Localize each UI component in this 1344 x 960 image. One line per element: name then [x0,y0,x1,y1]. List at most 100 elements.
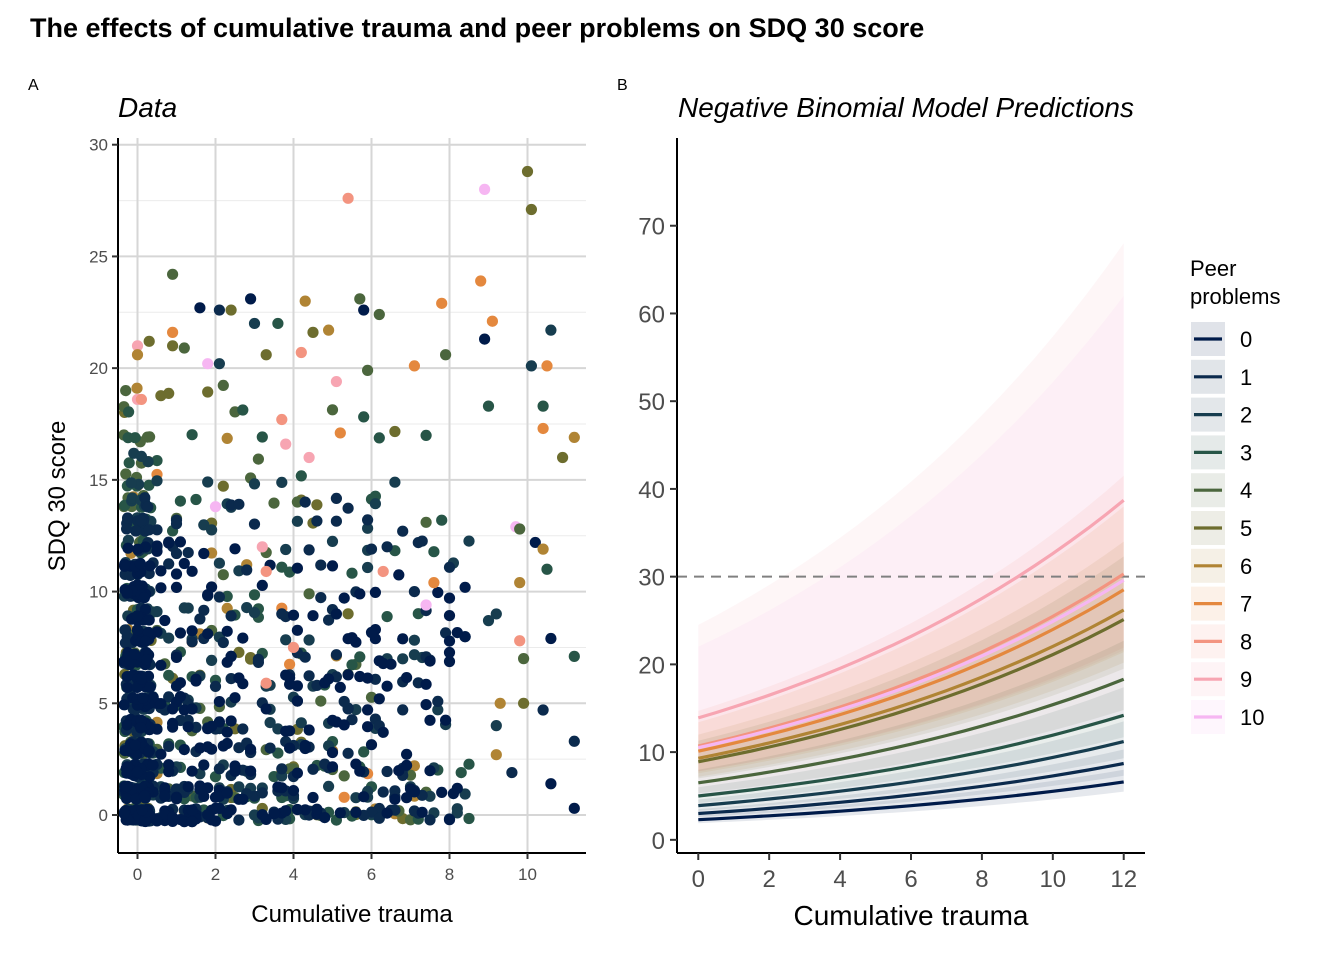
scatter-point [514,523,526,535]
panel-b-x-tick-label: 6 [904,866,917,893]
scatter-point [284,658,296,670]
scatter-point [119,624,132,636]
scatter-point [381,765,393,778]
scatter-point [174,536,186,548]
scatter-point [159,790,171,803]
ribbon-2 [698,721,1124,811]
scatter-point [186,804,198,816]
scatter-point [463,758,475,770]
panel-b-xlabel: Cumulative trauma [794,900,1029,931]
scatter-point [170,547,183,560]
scatter-point [122,512,134,524]
legend-label-8: 8 [1240,629,1252,654]
scatter-point [362,364,374,376]
scatter-point [233,498,245,510]
scatter-point [525,360,538,372]
scatter-point [260,349,272,361]
scatter-point [342,669,354,681]
scatter-point [537,422,549,435]
scatter-point [121,523,133,535]
scatter-point [401,759,413,771]
scatter-point [123,457,135,469]
scatter-point [118,807,130,820]
scatter-point [129,432,141,444]
scatter-point [198,547,210,560]
scatter-point [490,608,502,620]
scatter-point [475,275,487,287]
scatter-point [432,704,444,716]
scatter-point [280,438,292,450]
scatter-point [276,561,288,573]
scatter-point [424,765,436,777]
legend: Peer problems 0 1 2 3 4 5 6 7 8 9 10 [1190,256,1280,734]
scatter-point [323,673,335,685]
scatter-point [121,793,133,805]
panel-b-x-tick-label: 2 [763,866,776,893]
panel-b-x-tick-label: 4 [833,866,846,893]
scatter-point [291,803,303,816]
scatter-point [142,626,154,638]
scatter-point [326,761,339,773]
scatter-point [436,786,448,799]
scatter-point [537,400,549,412]
scatter-point [568,735,580,747]
scatter-point [129,739,141,751]
scatter-point [256,787,268,799]
scatter-point [291,562,303,574]
scatter-point [209,680,222,693]
scatter-point [315,695,327,707]
scatter-point [291,624,303,636]
scatter-point [287,609,300,621]
scatter-point [432,586,444,599]
scatter-point [334,427,346,439]
scatter-point [170,581,183,594]
scatter-point [163,759,175,771]
scatter-point [155,748,167,760]
scatter-point [138,592,150,604]
scatter-point [420,516,432,528]
scatter-point [408,649,420,661]
scatter-point [135,722,147,734]
scatter-point [303,544,315,556]
scatter-point [280,634,292,646]
series-line-4 [698,677,1125,785]
scatter-point [568,650,580,662]
panel-a-y-tick-label: 10 [89,583,108,602]
scatter-point [198,604,210,616]
scatter-point [272,317,284,330]
scatter-point [121,767,133,779]
scatter-point [362,522,374,534]
scatter-point [545,324,557,336]
panel-b-y-tick-label: 30 [638,565,665,592]
scatter-point [420,429,432,441]
scatter-point [525,203,538,216]
scatter-point [170,568,183,580]
scatter-point [401,792,413,804]
scatter-point [221,787,233,799]
scatter-point [537,704,549,716]
scatter-point [494,697,506,709]
scatter-point [529,536,541,549]
panel-b: B Negative Binomial Model Predictions 0 2… [617,77,1145,931]
scatter-point [256,541,268,553]
scatter-point [440,714,452,726]
scatter-point [260,565,272,578]
scatter-point [518,697,530,709]
scatter-point [463,812,475,825]
scatter-point [178,342,190,354]
panel-b-y-tick-label: 60 [638,301,665,328]
scatter-point [323,780,335,793]
scatter-point [276,476,288,488]
scatter-point [225,610,237,622]
panel-b-axes: 0 2 4 6 8 10 12 0 10 20 30 40 50 60 70 [638,138,1145,893]
scatter-point [358,304,370,316]
scatter-point [326,535,339,548]
legend-item-4: 4 [1191,473,1252,508]
scatter-point [490,749,502,761]
scatter-point [155,698,167,710]
scatter-point [147,759,159,771]
scatter-point [295,717,307,729]
panel-a-x-tick-label: 2 [211,865,220,884]
scatter-point [303,634,315,646]
scatter-point [252,653,264,665]
